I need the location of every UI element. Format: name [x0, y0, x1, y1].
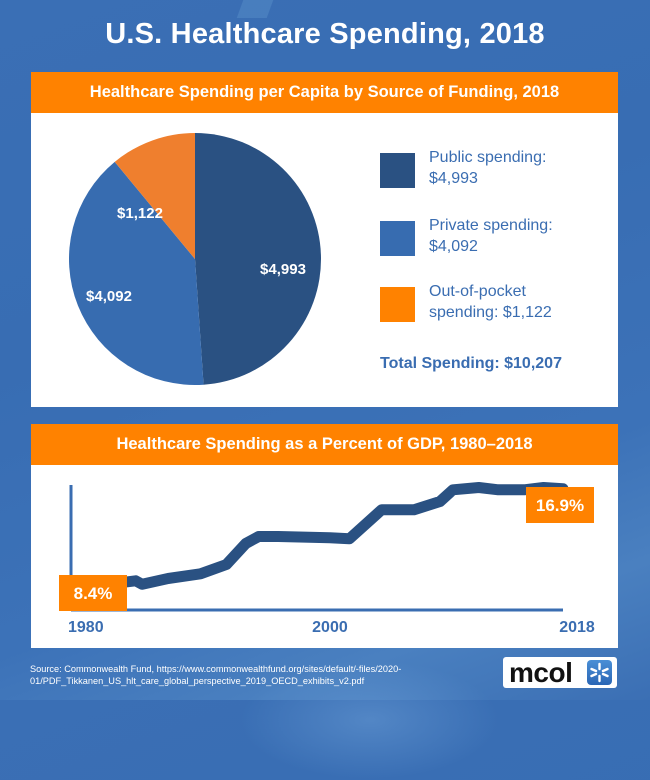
legend-line: spending: $1,122 — [429, 304, 552, 321]
pie-slice-public — [195, 133, 322, 385]
x-tick-label-2000: 2000 — [312, 619, 348, 636]
pie-label-public: $4,993 — [260, 261, 306, 278]
legend-swatch-out-of-pocket — [380, 287, 415, 322]
legend-swatch-private — [380, 221, 415, 256]
annotation-label: 16.9% — [536, 496, 584, 515]
mcol-logo: mcol — [503, 657, 617, 688]
page-title: U.S. Healthcare Spending, 2018 — [105, 18, 545, 50]
annotation-label: 8.4% — [74, 584, 113, 603]
asterisk-icon — [587, 660, 612, 685]
background-decoration — [236, 0, 274, 18]
pie-chart-title: Healthcare Spending per Capita by Source… — [31, 72, 618, 113]
pie-slice-private — [68, 161, 204, 386]
end-value-annotation: 16.9% — [526, 487, 594, 523]
x-tick-label-2018: 2018 — [559, 619, 595, 636]
legend-line: $4,092 — [429, 238, 478, 255]
legend-swatch-public — [380, 153, 415, 188]
pie-chart-panel: Healthcare Spending per Capita by Source… — [31, 72, 618, 407]
legend-line: Private spending: — [429, 217, 553, 234]
line-chart-title: Healthcare Spending as a Percent of GDP,… — [31, 424, 618, 465]
legend-item-private: Private spending: $4,092 — [380, 215, 610, 256]
pie-label-out-of-pocket: $1,122 — [117, 205, 163, 222]
start-value-annotation: 8.4% — [59, 575, 127, 611]
legend-line: Out-of-pocket — [429, 283, 526, 300]
legend-line: Public spending: — [429, 149, 547, 166]
pie-slice-out-of-pocket — [114, 133, 195, 259]
legend-label-out-of-pocket: Out-of-pocket spending: $1,122 — [429, 281, 619, 323]
legend-label-public: Public spending: $4,993 — [429, 147, 619, 189]
pie-label-private: $4,092 — [86, 288, 132, 305]
total-spending-label: Total Spending: $10,207 — [380, 355, 562, 372]
x-tick-label-1980: 1980 — [68, 619, 104, 636]
pie-chart: $4,993 $4,092 $1,122 — [68, 133, 322, 386]
source-citation: Source: Commonwealth Fund, https://www.c… — [30, 664, 402, 686]
logo-text: mcol — [509, 657, 573, 688]
legend-item-out-of-pocket: Out-of-pocket spending: $1,122 — [380, 281, 610, 322]
legend-line: $4,993 — [429, 170, 478, 187]
annotation-box — [526, 487, 594, 523]
gdp-share-line — [65, 482, 569, 594]
line-chart: 8.4% 16.9% 1980 2000 2018 — [59, 482, 595, 636]
annotation-box — [59, 575, 127, 611]
legend-item-public: Public spending: $4,993 — [380, 147, 610, 188]
line-chart-panel: Healthcare Spending as a Percent of GDP,… — [31, 424, 618, 648]
legend-label-private: Private spending: $4,092 — [429, 215, 619, 257]
